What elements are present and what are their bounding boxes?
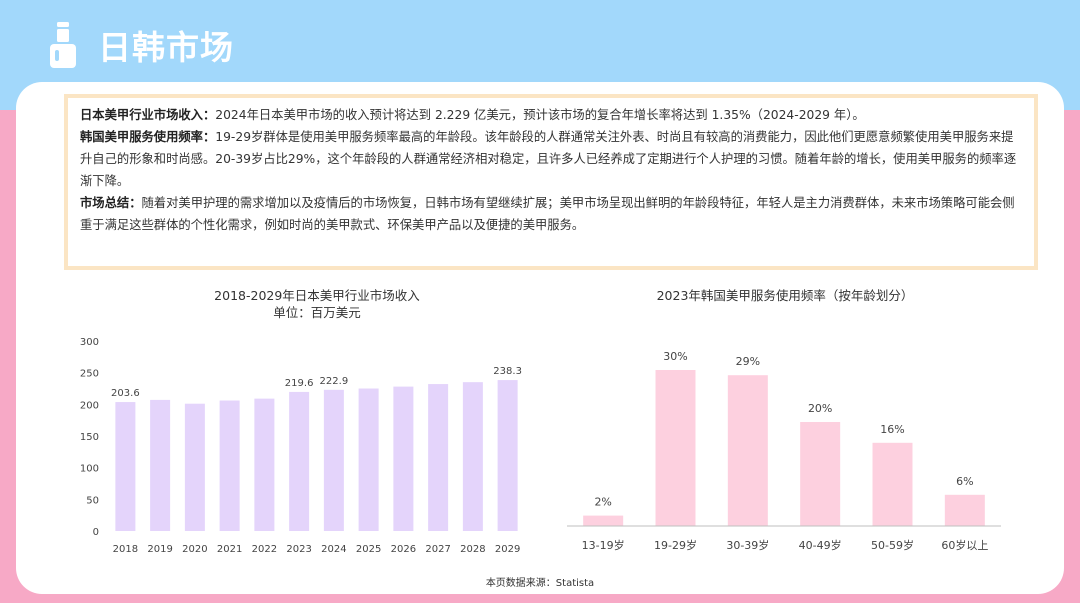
x-tick-label: 40-49岁 [799, 538, 842, 552]
bar [254, 398, 275, 531]
data-label: 219.6 [285, 378, 314, 389]
bar [428, 384, 449, 531]
data-label: 20% [808, 402, 832, 415]
x-tick-label: 2023 [286, 544, 311, 555]
bar [289, 391, 310, 531]
japan-revenue-chart: 2018-2029年日本美甲行业市场收入 单位：百万美元 0 50 100 150 20… [80, 288, 522, 555]
summary-paragraph-korea: 韩国美甲服务使用频率：19-29岁群体是使用美甲服务频率最高的年龄段。该年龄段的… [80, 126, 1022, 192]
x-tick-label: 2020 [182, 544, 207, 555]
summary-label: 市场总结： [80, 196, 142, 210]
x-tick-label: 2029 [495, 544, 520, 555]
x-tick-label: 2019 [147, 544, 172, 555]
summary-paragraph-conclusion: 市场总结：随着对美甲护理的需求增加以及疫情后的市场恢复，日韩市场有望继续扩展；美… [80, 192, 1022, 236]
x-tick-label: 2022 [252, 544, 277, 555]
data-label: 30% [663, 350, 687, 363]
bar [323, 389, 344, 531]
x-tick-label: 2027 [425, 544, 450, 555]
summary-label: 韩国美甲服务使用频率： [80, 130, 216, 144]
summary-box: 日本美甲行业市场收入：2024年日本美甲市场的收入预计将达到 2.229 亿美元… [64, 94, 1038, 270]
y-tick-label: 0 [93, 527, 99, 538]
chart-title: 2023年韩国美甲服务使用频率（按年龄划分） [657, 288, 914, 303]
x-tick-label: 2026 [391, 544, 416, 555]
bar [150, 399, 171, 531]
page-title: 日韩市场 [98, 28, 234, 67]
nail-polish-icon [50, 22, 76, 68]
y-tick-label: 150 [80, 432, 99, 443]
x-tick-label: 50-59岁 [871, 538, 914, 552]
y-tick-label: 50 [86, 495, 99, 506]
x-tick-label: 13-19岁 [582, 538, 625, 552]
bar [358, 388, 379, 531]
source-footer: 本页数据来源：Statista [485, 578, 595, 589]
y-tick-label: 300 [80, 337, 99, 348]
data-label: 238.3 [493, 366, 522, 377]
data-label: 203.6 [111, 388, 140, 399]
bar [393, 386, 414, 531]
chart-title: 2018-2029年日本美甲行业市场收入 [214, 288, 420, 303]
bar [872, 442, 913, 526]
bar [583, 515, 624, 526]
bar [219, 400, 240, 531]
bar [497, 380, 518, 531]
data-label: 29% [736, 355, 760, 368]
summary-label: 日本美甲行业市场收入： [80, 108, 216, 122]
data-label: 2% [594, 496, 611, 509]
x-tick-label: 2028 [460, 544, 485, 555]
y-tick-label: 100 [80, 464, 99, 475]
bar [727, 375, 768, 526]
data-label: 16% [880, 423, 904, 436]
bar [462, 382, 483, 531]
x-tick-label: 2025 [356, 544, 381, 555]
bar [800, 422, 841, 526]
summary-text: 随着对美甲护理的需求增加以及疫情后的市场恢复，日韩市场有望继续扩展；美甲市场呈现… [80, 196, 1015, 232]
data-label: 222.9 [320, 376, 349, 387]
y-tick-label: 250 [80, 369, 99, 380]
bar [184, 403, 205, 531]
summary-text: 19-29岁群体是使用美甲服务频率最高的年龄段。该年龄段的人群通常关注外表、时尚… [80, 130, 1017, 188]
x-tick-label: 60岁以上 [941, 538, 988, 552]
bar [944, 494, 985, 526]
bar [115, 402, 136, 531]
data-label: 6% [956, 475, 973, 488]
x-tick-label: 30-39岁 [726, 538, 769, 552]
x-tick-label: 19-29岁 [654, 538, 697, 552]
summary-text: 2024年日本美甲市场的收入预计将达到 2.229 亿美元，预计该市场的复合年增… [215, 108, 865, 122]
x-tick-label: 2021 [217, 544, 242, 555]
korea-frequency-chart: 2023年韩国美甲服务使用频率（按年龄划分） 2% 13-19岁 30% 19-29岁… [567, 288, 1001, 552]
y-tick-label: 200 [80, 400, 99, 411]
chart-subtitle: 单位：百万美元 [273, 305, 361, 320]
summary-paragraph-japan: 日本美甲行业市场收入：2024年日本美甲市场的收入预计将达到 2.229 亿美元… [80, 104, 1022, 126]
bar [655, 370, 696, 526]
x-tick-label: 2018 [113, 544, 138, 555]
x-tick-label: 2024 [321, 544, 346, 555]
